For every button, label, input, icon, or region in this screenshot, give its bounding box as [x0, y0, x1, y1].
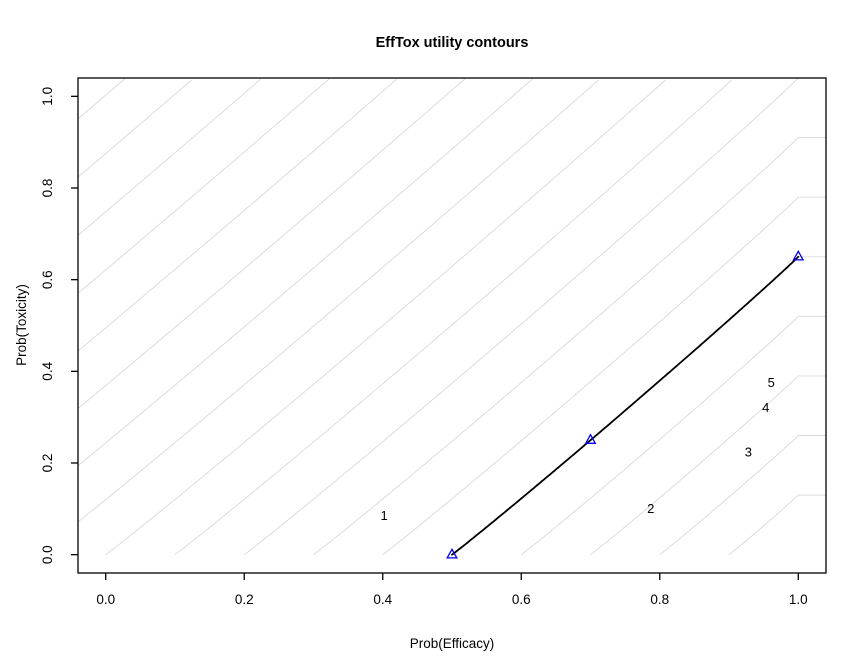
utility-contour-line — [77, 79, 600, 523]
utility-contour-line — [77, 78, 397, 352]
x-axis-tick-label: 0.2 — [235, 592, 254, 607]
x-axis-tick-label: 0.6 — [512, 592, 531, 607]
utility-contour-line — [77, 78, 533, 467]
utility-contour-line — [77, 78, 126, 120]
y-axis-tick-label: 0.8 — [40, 179, 55, 198]
y-axis-tick-label: 0.6 — [40, 270, 55, 289]
utility-contours-layer — [77, 77, 826, 556]
x-axis-tick-label: 1.0 — [789, 592, 808, 607]
x-axis-tick-label: 0.8 — [650, 592, 669, 607]
utility-contour-line — [590, 375, 826, 556]
y-axis-tick-label: 0.0 — [40, 545, 55, 564]
utility-contour-line — [659, 435, 826, 556]
utility-contour-line — [77, 77, 467, 410]
utility-contour-line — [521, 315, 826, 556]
dose-point-label: 3 — [745, 445, 752, 460]
y-axis-tick-label: 0.2 — [40, 454, 55, 473]
y-axis-tick-label: 1.0 — [40, 87, 55, 106]
y-axis-tick-label: 0.4 — [40, 361, 55, 380]
utility-contour-line — [728, 494, 826, 556]
dose-point-label: 4 — [762, 400, 769, 415]
dose-point-label: 1 — [380, 508, 387, 523]
utility-contour-line — [105, 79, 666, 556]
utility-contour-line — [382, 196, 826, 556]
dose-points-layer: 1 2 3 4 5 — [380, 375, 774, 523]
neutral-utility-contour — [451, 255, 800, 556]
utility-contour-line — [243, 77, 826, 556]
utility-contour-line — [77, 77, 331, 294]
x-axis-tick-label: 0.4 — [373, 592, 392, 607]
chart-title: EffTox utility contours — [376, 35, 529, 51]
utility-contour-line — [313, 137, 826, 556]
anchor-triangle-marker — [446, 547, 458, 559]
y-axis-title: Prob(Toxicity) — [14, 284, 29, 366]
utility-contour-line — [77, 79, 192, 178]
anchor-triangle-marker — [792, 249, 805, 261]
dose-point-label: 2 — [647, 501, 654, 516]
x-axis-title: Prob(Efficacy) — [410, 636, 495, 651]
plot-border — [77, 77, 827, 574]
dose-point-label: 5 — [768, 375, 775, 390]
x-axis-tick-label: 0.0 — [96, 592, 115, 607]
utility-contour-line — [77, 78, 262, 236]
axes-layer: 0.0 0.2 0.4 0.6 0.8 1.0 0.0 0.2 0.4 0.6 0.8 1.0 — [40, 77, 827, 607]
neutral-utility-contour-layer — [446, 249, 805, 559]
utility-contour-line — [174, 79, 733, 556]
anchor-triangle-marker — [584, 433, 597, 444]
